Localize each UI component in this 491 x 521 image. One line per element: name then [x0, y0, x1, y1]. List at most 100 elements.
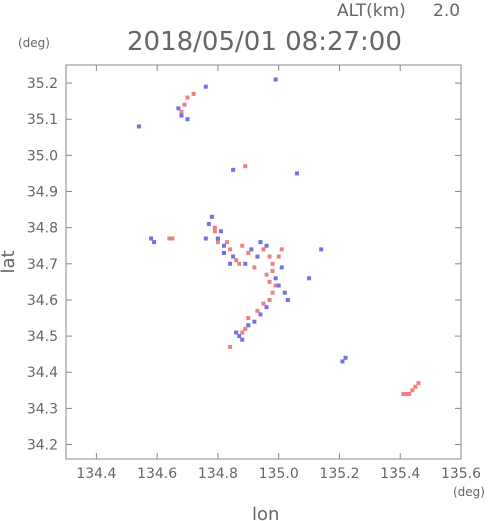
data-point [246, 250, 251, 255]
data-point [179, 109, 184, 114]
data-point [273, 276, 278, 281]
data-point [404, 391, 409, 396]
data-point [228, 344, 233, 349]
data-point [261, 247, 266, 252]
data-point [228, 247, 233, 252]
data-point [240, 337, 245, 342]
data-point [255, 308, 260, 313]
x-tick-label: 135.0 [259, 466, 299, 482]
data-point [273, 283, 278, 288]
data-point [246, 323, 251, 328]
x-tick-label: 135.6 [441, 466, 481, 482]
data-point [182, 102, 187, 107]
x-tick-label: 134.6 [137, 466, 177, 482]
data-point [203, 84, 208, 89]
y-tick-label: 34.4 [27, 365, 58, 381]
data-point [285, 297, 290, 302]
data-points [136, 77, 421, 396]
data-point [234, 330, 239, 335]
timestamp: 2018/05/01 08:27:00 [127, 27, 402, 57]
data-point [267, 297, 272, 302]
y-tick-label: 34.3 [27, 401, 58, 417]
data-point [222, 250, 226, 255]
data-point [234, 258, 239, 263]
data-point [410, 388, 415, 393]
data-point [401, 391, 406, 396]
data-point [206, 222, 211, 227]
data-point [212, 225, 217, 230]
x-tick-label: 135.2 [319, 466, 359, 482]
data-point [282, 290, 287, 295]
data-point [279, 247, 284, 252]
data-point [170, 236, 175, 241]
data-point [407, 391, 412, 396]
x-axis-unit: (deg) [453, 485, 485, 499]
data-point [307, 276, 312, 281]
y-tick-label: 34.2 [27, 438, 58, 454]
data-point [179, 113, 184, 118]
data-point [167, 236, 172, 241]
data-point [276, 254, 281, 259]
data-point [276, 283, 281, 288]
data-point [185, 95, 190, 100]
data-point [209, 214, 214, 219]
data-point [218, 229, 223, 234]
data-point [215, 236, 220, 241]
data-point [191, 91, 196, 96]
data-point [240, 330, 245, 335]
data-point [270, 290, 275, 295]
y-axis-unit: (deg) [18, 36, 50, 50]
altitude-label: ALT(km) [337, 1, 406, 21]
y-tick-label: 35.1 [27, 112, 58, 128]
data-point [237, 334, 242, 339]
data-point [240, 243, 245, 248]
data-point [246, 316, 251, 321]
y-tick-label: 34.5 [27, 329, 58, 345]
data-point [279, 265, 284, 270]
data-point [340, 359, 345, 364]
data-point [243, 164, 248, 169]
data-point [237, 261, 242, 266]
data-point [343, 355, 348, 360]
y-tick-label: 34.8 [27, 221, 58, 237]
data-point [413, 384, 418, 389]
y-axis-ticks: 35.2 35.1 35.0 34.9 34.8 34.7 34.6 34.5 34.4 34.3… [27, 76, 461, 454]
x-axis-label: lon [252, 504, 279, 521]
x-tick-label: 134.4 [76, 466, 116, 482]
altitude-value: 2.0 [433, 1, 460, 21]
y-tick-label: 35.2 [27, 76, 58, 92]
data-point [222, 243, 226, 248]
data-point [203, 236, 208, 241]
data-point [231, 167, 236, 172]
data-point [258, 312, 263, 317]
data-point [176, 106, 181, 111]
x-axis-ticks: 134.4 134.6 134.8 135.0 135.2 135.4 135.6 [76, 65, 481, 482]
y-tick-label: 34.7 [27, 257, 58, 273]
data-point [255, 254, 260, 259]
data-point [185, 117, 190, 122]
data-point [252, 265, 257, 270]
x-tick-label: 134.8 [198, 466, 238, 482]
data-point [264, 272, 269, 277]
data-point [270, 269, 275, 274]
data-point [231, 254, 236, 259]
data-point [252, 319, 257, 324]
data-point [267, 279, 272, 284]
y-tick-label: 34.6 [27, 293, 58, 309]
data-point [243, 261, 248, 266]
data-point [267, 254, 272, 259]
data-point [273, 77, 278, 82]
data-point [225, 240, 230, 245]
data-point [294, 171, 299, 176]
data-point [261, 301, 266, 306]
data-point [215, 240, 220, 245]
y-tick-label: 34.9 [27, 185, 58, 201]
data-point [228, 261, 233, 266]
data-point [243, 326, 248, 331]
data-point [264, 243, 269, 248]
y-axis-label: lat [0, 250, 19, 273]
data-point [136, 124, 141, 129]
data-point [258, 240, 263, 245]
data-point [264, 305, 269, 310]
